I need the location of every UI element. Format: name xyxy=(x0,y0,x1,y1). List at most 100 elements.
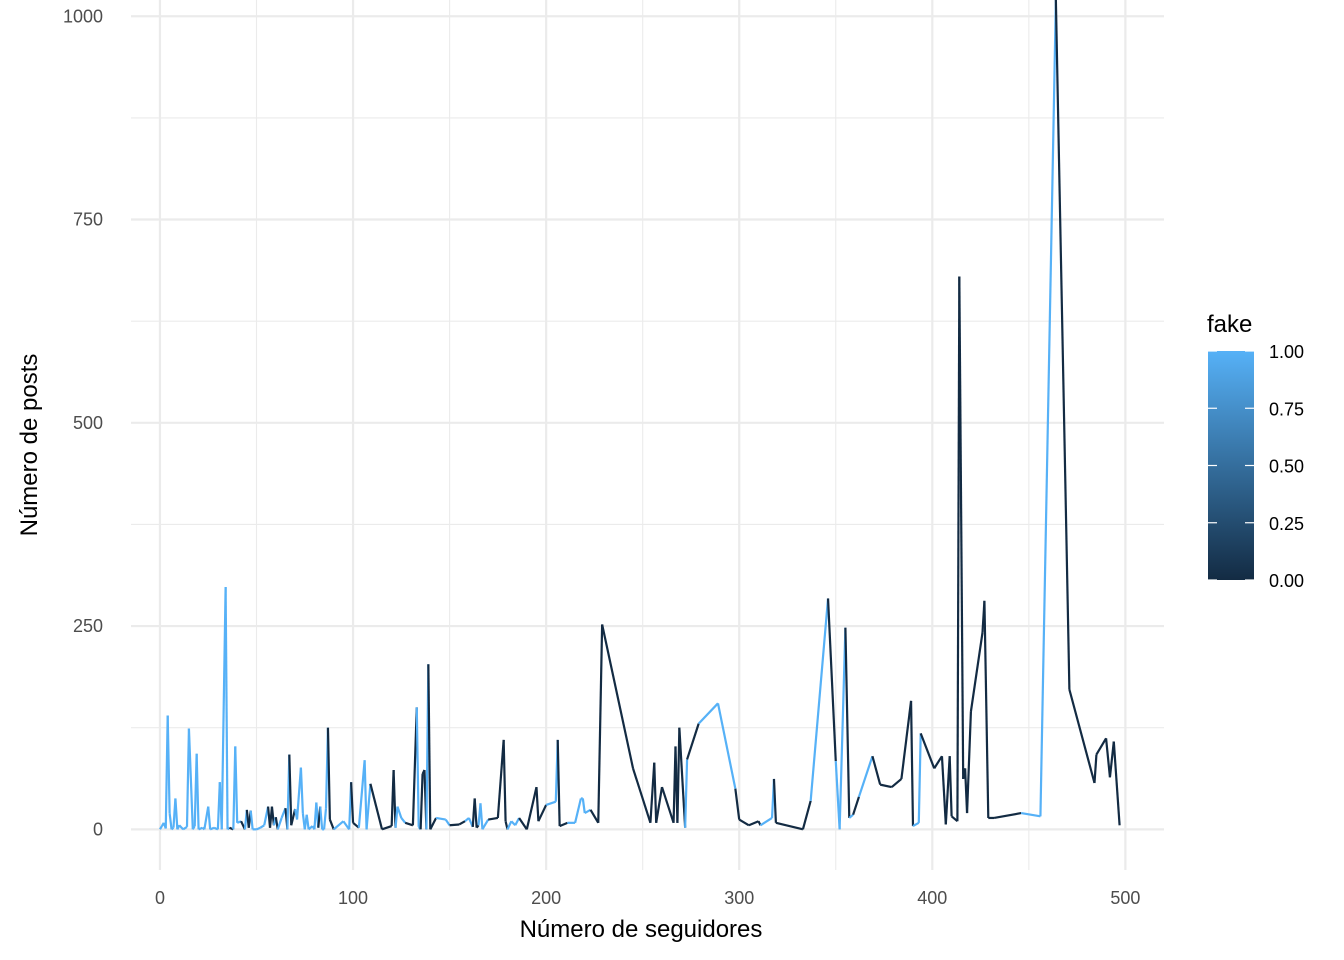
series-segment xyxy=(545,800,557,806)
series-segment xyxy=(655,786,664,824)
legend-tick-label: 0.25 xyxy=(1269,514,1304,534)
series-segment xyxy=(1039,0,1057,817)
series-segment xyxy=(631,768,652,824)
series-segment xyxy=(435,816,446,821)
grid-major xyxy=(131,0,1164,870)
series-segment xyxy=(684,759,689,828)
x-tick-label: 400 xyxy=(917,888,947,908)
series-segment xyxy=(299,767,304,814)
series-segment xyxy=(1093,754,1098,784)
series-segment xyxy=(574,798,582,824)
series-segment xyxy=(392,769,397,828)
series-segment xyxy=(191,825,196,830)
series-segment xyxy=(444,818,451,826)
legend-tick-label: 0.50 xyxy=(1269,457,1304,477)
y-tick-label: 500 xyxy=(73,413,103,433)
y-tick-label: 750 xyxy=(73,210,103,230)
series-segment xyxy=(400,817,407,824)
series-segment xyxy=(958,276,965,779)
series-segment xyxy=(333,820,345,831)
series-segment xyxy=(458,820,466,826)
series-segment xyxy=(848,813,854,819)
series-segment xyxy=(174,798,179,830)
series-segment xyxy=(475,824,480,829)
series-segment xyxy=(290,808,297,826)
legend-title: fake xyxy=(1207,311,1252,338)
series-segment xyxy=(716,703,737,789)
series-segment xyxy=(234,746,239,823)
series-segment xyxy=(965,711,973,814)
x-tick-label: 500 xyxy=(1110,888,1140,908)
series-segment xyxy=(276,817,283,830)
series-segment xyxy=(653,762,658,823)
series-segment xyxy=(502,739,507,822)
series-segment xyxy=(660,786,675,824)
series-segment xyxy=(170,826,175,831)
series-segment xyxy=(993,811,1022,820)
series-segment xyxy=(917,733,922,823)
series-segment xyxy=(1112,741,1121,826)
series-segment xyxy=(1104,738,1112,778)
series-segment xyxy=(209,826,215,831)
series-segment xyxy=(159,825,163,830)
series-segment xyxy=(983,600,990,818)
series-segment xyxy=(473,798,478,828)
x-tick-label: 300 xyxy=(724,888,754,908)
series-segment xyxy=(844,627,851,818)
y-tick-label: 250 xyxy=(73,616,103,636)
series-segment xyxy=(322,808,328,830)
series-segment xyxy=(969,632,984,712)
series-segment xyxy=(479,803,484,830)
series-segment xyxy=(826,598,837,762)
series-segment xyxy=(909,700,915,827)
series-segment xyxy=(556,739,561,827)
series-segment xyxy=(256,826,261,831)
y-tick-label: 0 xyxy=(93,819,103,839)
series-segment xyxy=(584,808,592,815)
series-segment xyxy=(759,817,773,827)
series-segment xyxy=(891,778,903,788)
series-segment xyxy=(415,707,420,827)
series-segment xyxy=(801,800,812,830)
series-segment xyxy=(809,598,830,801)
series-segment xyxy=(738,818,750,827)
series-segment xyxy=(686,723,700,760)
series-line xyxy=(159,0,1121,831)
series-segment xyxy=(678,727,687,828)
series-segment xyxy=(919,733,936,769)
series-segment xyxy=(166,715,171,814)
series-segment xyxy=(852,796,860,816)
series-segment xyxy=(363,760,368,830)
series-segment xyxy=(581,798,586,814)
series-segment xyxy=(589,809,600,824)
series-segment xyxy=(224,587,229,830)
legend-tick-label: 1.00 xyxy=(1269,342,1304,362)
x-tick-label: 100 xyxy=(338,888,368,908)
y-tick-label: 1000 xyxy=(63,6,103,26)
series-segment xyxy=(525,786,538,830)
series-segment xyxy=(419,774,424,830)
series-segment xyxy=(1020,811,1041,818)
series-segment xyxy=(328,819,335,830)
y-axis-ticks: 0 250 500 750 1000 xyxy=(63,6,103,839)
series-segment xyxy=(207,806,212,830)
grid-minor xyxy=(131,0,1164,870)
series-segment xyxy=(488,816,499,821)
series-segment xyxy=(948,756,953,817)
series-segment xyxy=(1095,737,1108,756)
series-segment xyxy=(697,702,719,725)
legend-ticks: 0.00 0.25 0.50 0.75 1.00 xyxy=(1208,342,1304,591)
y-axis-title: Número de posts xyxy=(16,354,43,537)
series-segment xyxy=(748,820,759,827)
series-segment xyxy=(1054,0,1071,690)
series-segment xyxy=(369,783,384,830)
series-segment xyxy=(396,806,403,819)
series-segment xyxy=(1068,689,1096,784)
series-segment xyxy=(226,826,231,831)
series-segment xyxy=(187,728,194,830)
series-segment xyxy=(427,664,432,830)
series-segment xyxy=(857,755,874,798)
series-segment xyxy=(394,806,399,828)
